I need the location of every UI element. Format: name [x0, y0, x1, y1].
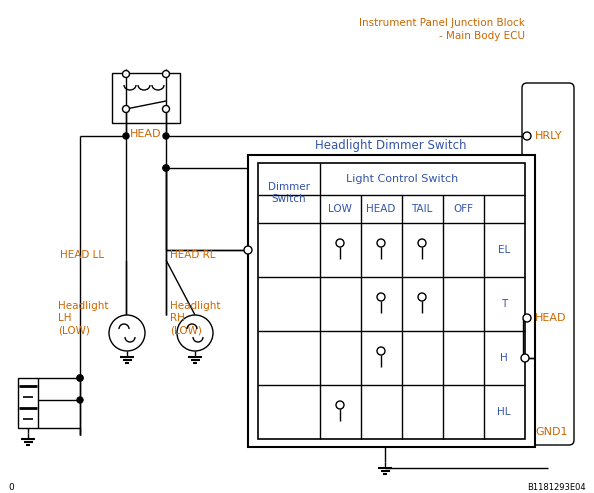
Text: Dimmer
Switch: Dimmer Switch [268, 182, 310, 204]
Circle shape [521, 354, 529, 362]
Text: Headlight
RH
(LOW): Headlight RH (LOW) [170, 301, 220, 335]
Circle shape [418, 239, 426, 247]
Circle shape [163, 106, 169, 112]
Text: EL: EL [498, 245, 510, 255]
Text: HEAD LL: HEAD LL [60, 250, 104, 260]
Bar [248, 155, 535, 447]
Text: Headlight Dimmer Switch: Headlight Dimmer Switch [315, 139, 467, 151]
Circle shape [377, 293, 385, 301]
Text: H: H [500, 353, 508, 363]
Circle shape [77, 375, 83, 381]
Text: GND1: GND1 [535, 427, 567, 437]
Text: B1181293E04: B1181293E04 [527, 484, 586, 493]
Circle shape [77, 375, 83, 381]
Circle shape [163, 70, 169, 77]
Text: LOW: LOW [328, 204, 352, 214]
Circle shape [377, 239, 385, 247]
Circle shape [377, 347, 385, 355]
Circle shape [523, 132, 531, 140]
Circle shape [177, 315, 213, 351]
Text: Headlight
LH
(LOW): Headlight LH (LOW) [58, 301, 109, 335]
Circle shape [122, 70, 129, 77]
Text: Instrument Panel Junction Block
- Main Body ECU: Instrument Panel Junction Block - Main B… [359, 18, 525, 41]
Text: HEAD: HEAD [535, 313, 567, 323]
Circle shape [336, 239, 344, 247]
Circle shape [122, 106, 129, 112]
Text: HEAD: HEAD [366, 204, 396, 214]
Text: Light Control Switch: Light Control Switch [346, 174, 458, 184]
Circle shape [163, 165, 169, 171]
Text: OFF: OFF [453, 204, 473, 214]
Text: HEAD: HEAD [130, 129, 162, 139]
Circle shape [123, 133, 129, 139]
Bar [258, 163, 525, 439]
Text: 0: 0 [8, 484, 14, 493]
Circle shape [244, 246, 252, 254]
FancyBboxPatch shape [522, 83, 574, 445]
Text: HL: HL [497, 407, 511, 417]
Bar [112, 73, 180, 123]
Circle shape [163, 165, 169, 171]
Circle shape [336, 401, 344, 409]
Text: HRLY: HRLY [535, 131, 563, 141]
Circle shape [163, 133, 169, 139]
Text: TAIL: TAIL [411, 204, 432, 214]
Circle shape [77, 397, 83, 403]
Text: HEAD RL: HEAD RL [170, 250, 216, 260]
Circle shape [523, 314, 531, 322]
Text: T: T [501, 299, 507, 309]
Circle shape [418, 293, 426, 301]
Circle shape [109, 315, 145, 351]
Bar [18, 378, 38, 428]
